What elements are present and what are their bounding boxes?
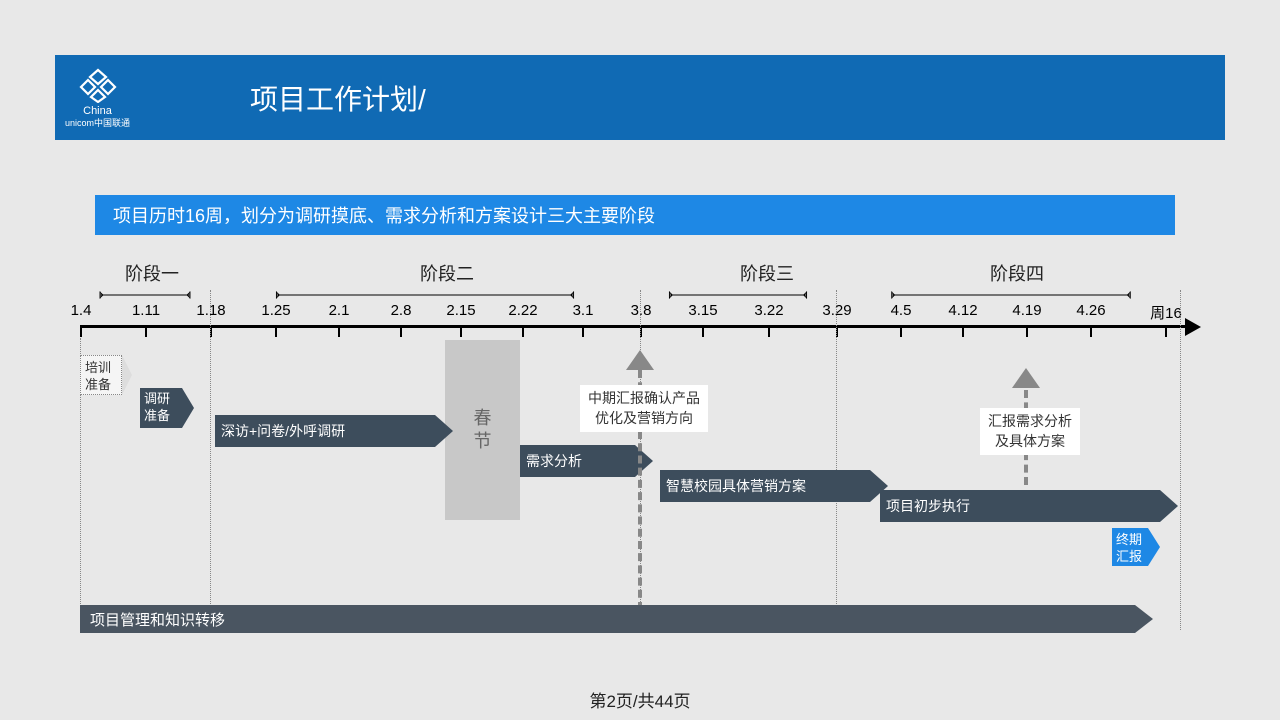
axis-tick-label: 4.5 bbox=[891, 302, 912, 319]
axis-tick bbox=[460, 325, 462, 337]
phase-label: 阶段三 bbox=[740, 260, 794, 286]
axis-tick bbox=[702, 325, 704, 337]
axis-tick bbox=[1090, 325, 1092, 337]
axis-tick bbox=[768, 325, 770, 337]
phase-separator bbox=[1180, 290, 1181, 630]
axis-tick-label: 4.12 bbox=[948, 302, 977, 319]
spring-festival-box: 春节 bbox=[445, 340, 520, 520]
page-title: 项目工作计划/ bbox=[250, 78, 426, 118]
axis-tick bbox=[582, 325, 584, 337]
milestone-arrow-icon bbox=[1012, 368, 1040, 388]
mgmt-bar: 项目管理和知识转移 bbox=[80, 605, 1135, 633]
logo-text-top: China bbox=[65, 105, 130, 118]
axis-tick bbox=[522, 325, 524, 337]
milestone-arrow-icon bbox=[626, 350, 654, 370]
mgmt-arrow-icon bbox=[1135, 605, 1153, 633]
final-report-box: 终期汇报 bbox=[1112, 528, 1148, 566]
prep-box: 培训准备 bbox=[80, 355, 122, 395]
axis-tick-label: 2.1 bbox=[329, 302, 350, 319]
task-bar: 智慧校园具体营销方案 bbox=[660, 470, 870, 502]
axis-tick-label: 1.25 bbox=[261, 302, 290, 319]
axis-tick-label: 周16 bbox=[1150, 302, 1182, 323]
axis-tick bbox=[900, 325, 902, 337]
timeline: 阶段一 阶段二 阶段三 阶段四 1.41.111.181.252.12.82.1… bbox=[80, 260, 1200, 640]
axis-tick-label: 2.22 bbox=[508, 302, 537, 319]
axis-tick bbox=[80, 325, 82, 337]
task-bar: 深访+问卷/外呼调研 bbox=[215, 415, 435, 447]
axis-tick bbox=[145, 325, 147, 337]
axis-tick bbox=[275, 325, 277, 337]
axis-tick-label: 1.11 bbox=[132, 302, 160, 319]
axis-line bbox=[80, 325, 1190, 328]
task-bar: 需求分析 bbox=[520, 445, 635, 477]
logo: China unicom中国联通 bbox=[65, 67, 130, 129]
axis-tick-label: 3.8 bbox=[631, 302, 652, 319]
task-arrow-icon bbox=[435, 415, 453, 447]
axis-tick bbox=[1165, 325, 1167, 337]
phase-label: 阶段一 bbox=[125, 260, 179, 286]
phase-separator bbox=[210, 290, 211, 630]
phase-label: 阶段四 bbox=[990, 260, 1044, 286]
axis-tick bbox=[338, 325, 340, 337]
axis-tick-label: 4.26 bbox=[1076, 302, 1105, 319]
logo-text-bottom: unicom中国联通 bbox=[65, 118, 130, 129]
axis-tick-label: 1.4 bbox=[71, 302, 92, 319]
prep-box: 调研准备 bbox=[140, 388, 182, 428]
unicom-knot-icon bbox=[76, 67, 120, 103]
axis-tick bbox=[1026, 325, 1028, 337]
axis-tick-label: 2.15 bbox=[446, 302, 475, 319]
axis-tick-label: 3.1 bbox=[573, 302, 594, 319]
phase-bracket-icon bbox=[842, 290, 1180, 300]
header-bar: China unicom中国联通 项目工作计划/ bbox=[55, 55, 1225, 140]
axis-tick-label: 1.18 bbox=[196, 302, 225, 319]
phase-separator bbox=[836, 290, 837, 630]
task-bar: 项目初步执行 bbox=[880, 490, 1160, 522]
milestone-label: 中期汇报确认产品优化及营销方向 bbox=[580, 385, 708, 432]
axis-tick bbox=[962, 325, 964, 337]
prep-arrow-icon bbox=[182, 388, 194, 428]
phase-bracket-icon bbox=[80, 290, 210, 300]
phase-bracket-icon bbox=[215, 290, 635, 300]
axis-tick-label: 3.29 bbox=[822, 302, 851, 319]
task-arrow-icon bbox=[1160, 490, 1178, 522]
subtitle-text: 项目历时16周，划分为调研摸底、需求分析和方案设计三大主要阶段 bbox=[113, 202, 655, 228]
phase-bracket-icon bbox=[640, 290, 836, 300]
page-footer: 第2页/共44页 bbox=[0, 687, 1280, 712]
axis-tick-label: 3.22 bbox=[754, 302, 783, 319]
axis-arrow-icon bbox=[1185, 318, 1201, 336]
final-arrow-icon bbox=[1148, 528, 1160, 566]
axis-tick-label: 4.19 bbox=[1012, 302, 1041, 319]
prep-arrow-icon bbox=[122, 355, 132, 395]
subtitle-bar: 项目历时16周，划分为调研摸底、需求分析和方案设计三大主要阶段 bbox=[95, 195, 1175, 235]
axis-tick-label: 3.15 bbox=[688, 302, 717, 319]
phase-label: 阶段二 bbox=[420, 260, 474, 286]
axis-tick-label: 2.8 bbox=[391, 302, 412, 319]
axis-tick bbox=[400, 325, 402, 337]
milestone-label: 汇报需求分析及具体方案 bbox=[980, 408, 1080, 455]
